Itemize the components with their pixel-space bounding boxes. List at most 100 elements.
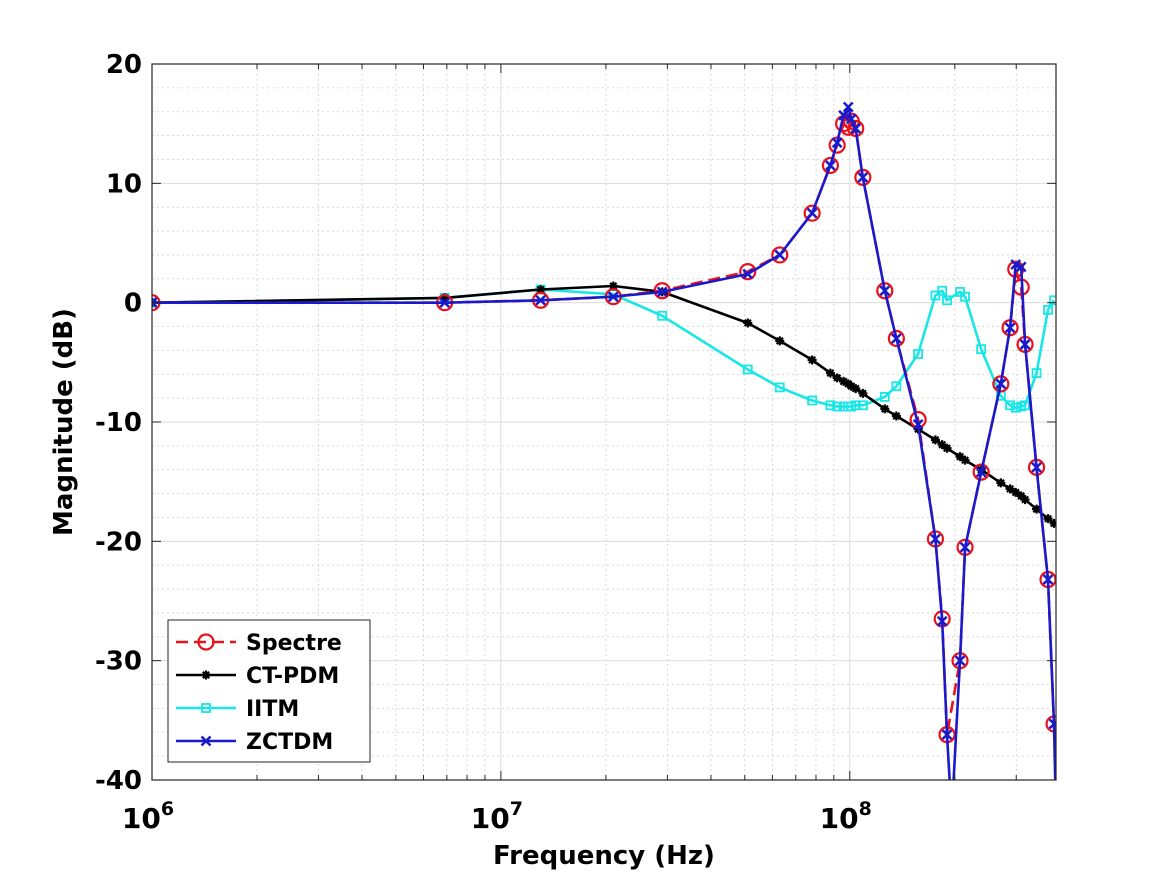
data-point-zctdm (152, 297, 158, 309)
data-point-ct-pdm (996, 478, 1006, 488)
data-point-zctdm (1019, 339, 1031, 350)
y-axis-title: Magnitude (dB) (49, 308, 79, 536)
y-tick-label: 20 (106, 50, 142, 80)
data-point-zctdm (806, 207, 818, 219)
legend: Spectre CT-PDM IITM ZCTDM (167, 619, 371, 763)
data-point-zctdm (439, 297, 451, 309)
x-tick-exponent: 6 (161, 798, 174, 820)
data-point-ct-pdm (743, 318, 753, 328)
legend-label-spectre: Spectre (246, 631, 342, 656)
data-point-zctdm (930, 533, 941, 545)
y-tick-label: -40 (95, 766, 142, 796)
x-tick-label: 108 (820, 798, 872, 835)
x-tick-label: 107 (471, 798, 523, 835)
data-point-iitm (1010, 402, 1021, 413)
data-point-iitm (1043, 304, 1053, 315)
data-point-zctdm (535, 294, 547, 306)
data-point-iitm (657, 310, 668, 321)
y-tick-label: 10 (106, 169, 142, 199)
data-point-iitm (807, 395, 818, 406)
data-point-zctdm (842, 101, 854, 113)
legend-marker-spectre (197, 633, 215, 651)
x-axis-title: Frequency (Hz) (493, 841, 715, 871)
data-point-zctdm (995, 378, 1007, 390)
data-point-zctdm (831, 137, 843, 149)
data-point-zctdm (1048, 718, 1056, 730)
data-point-spectre (803, 204, 821, 222)
data-point-iitm (742, 364, 753, 375)
data-point-ct-pdm (960, 455, 970, 465)
data-point-ct-pdm (1011, 487, 1021, 497)
data-point-spectre (739, 263, 757, 281)
data-point-zctdm (1010, 259, 1022, 270)
data-point-zctdm (912, 419, 924, 430)
data-point-zctdm (941, 729, 953, 741)
data-point-zctdm (1004, 322, 1016, 334)
data-point-zctdm (825, 160, 836, 171)
data-point-ct-pdm (807, 355, 817, 365)
data-point-ct-pdm (775, 336, 785, 346)
y-tick-label: -30 (95, 647, 142, 677)
data-point-spectre (972, 463, 990, 481)
data-point-zctdm (936, 615, 948, 627)
data-point-ct-pdm (1016, 491, 1026, 501)
data-point-ct-pdm (1049, 518, 1056, 528)
data-point-zctdm (1042, 574, 1054, 585)
data-point-zctdm (959, 541, 971, 553)
data-point-spectre (771, 246, 789, 264)
data-point-ct-pdm (1020, 495, 1030, 505)
data-point-ct-pdm (825, 368, 835, 378)
data-point-spectre (887, 329, 905, 348)
data-point-iitm (942, 295, 952, 306)
data-point-iitm (1031, 368, 1042, 378)
data-point-iitm (857, 400, 868, 411)
data-point-iitm (1020, 400, 1030, 411)
data-point-zctdm (890, 333, 902, 344)
x-tick-exponent: 8 (859, 798, 872, 820)
legend-marker-ct-pdm (201, 670, 211, 680)
legend-label-ct-pdm: CT-PDM (246, 664, 339, 689)
data-point-iitm (937, 285, 948, 296)
data-point-zctdm (879, 285, 891, 297)
data-point-ct-pdm (851, 384, 861, 394)
x-tick-label: 106 (122, 798, 174, 835)
x-tick-base: 10 (820, 802, 859, 835)
data-point-zctdm (1015, 261, 1027, 273)
x-tick-base: 10 (471, 802, 510, 835)
y-tick-label: -20 (95, 527, 142, 557)
data-point-iitm (825, 400, 836, 411)
legend-marker-iitm (201, 703, 211, 713)
legend-label-zctdm: ZCTDM (246, 730, 333, 755)
x-tick-exponent: 7 (510, 798, 523, 820)
data-point-ct-pdm (930, 435, 940, 445)
data-point-ct-pdm (858, 388, 868, 398)
data-point-zctdm (845, 113, 857, 125)
data-point-iitm (1049, 295, 1056, 306)
data-point-ct-pdm (1005, 484, 1015, 494)
data-point-zctdm (1031, 461, 1042, 473)
data-point-iitm (960, 291, 970, 302)
data-point-spectre (821, 156, 840, 175)
data-point-ct-pdm (440, 293, 450, 303)
data-point-zctdm (975, 466, 987, 478)
data-point-zctdm (774, 249, 786, 261)
series-zctdm (152, 101, 1056, 780)
data-point-spectre (876, 282, 894, 300)
data-point-ct-pdm (846, 381, 856, 391)
data-point-zctdm (857, 171, 869, 183)
legend-marker-zctdm (200, 735, 212, 747)
data-point-ct-pdm (937, 440, 947, 450)
data-point-ct-pdm (839, 376, 849, 386)
data-point-iitm (1005, 400, 1015, 411)
data-point-ct-pdm (1043, 514, 1053, 524)
data-point-zctdm (742, 268, 754, 280)
data-point-zctdm (954, 655, 966, 667)
x-tick-base: 10 (122, 802, 161, 835)
data-point-ct-pdm (608, 281, 618, 291)
legend-label-iitm: IITM (246, 697, 299, 722)
data-point-iitm (774, 382, 785, 393)
data-point-ct-pdm (955, 452, 965, 462)
y-tick-label: -10 (95, 408, 142, 438)
series-layer (152, 101, 1056, 780)
